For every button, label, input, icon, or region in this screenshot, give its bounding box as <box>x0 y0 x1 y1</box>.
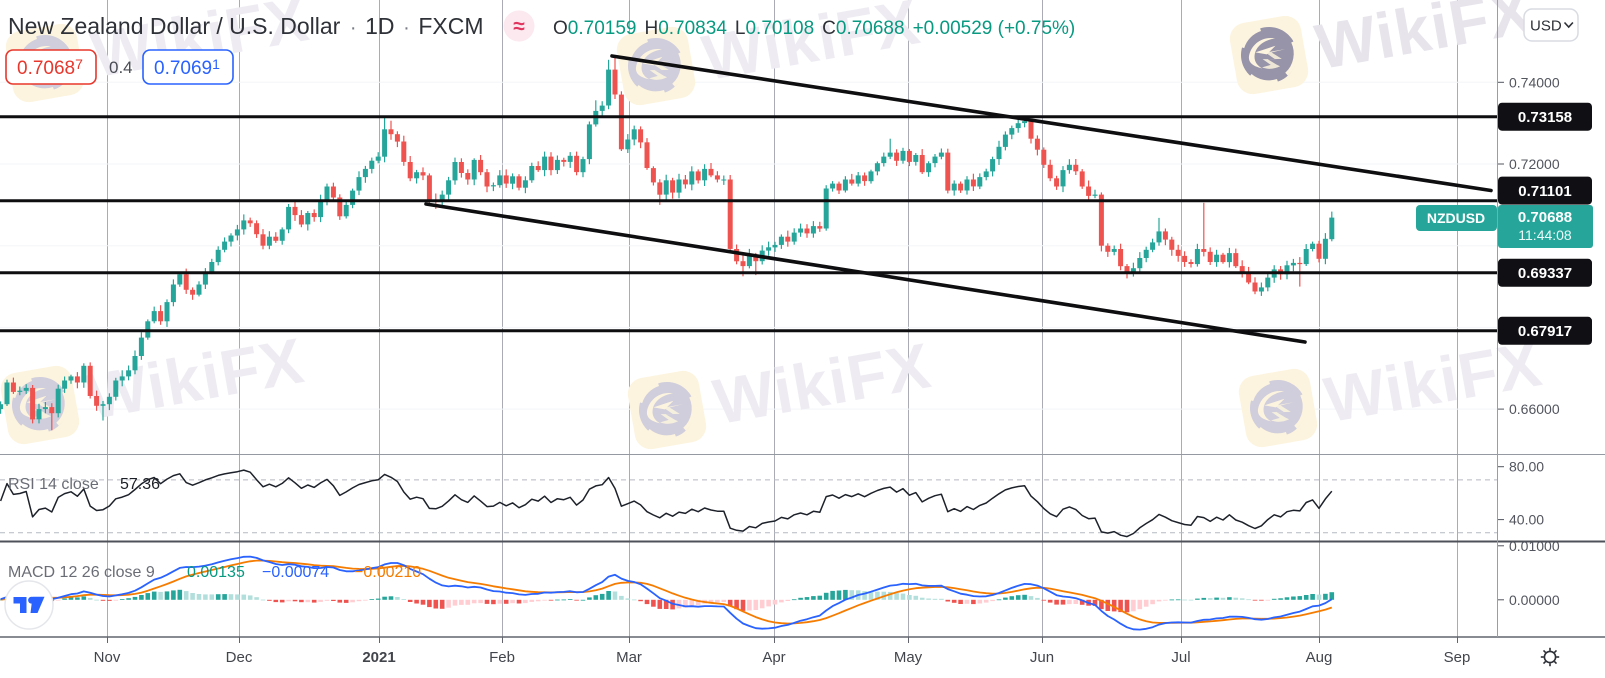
svg-text:May: May <box>894 649 923 666</box>
svg-text:0.00135: 0.00135 <box>187 564 245 581</box>
svg-text:0.72000: 0.72000 <box>1509 156 1560 172</box>
svg-text:−0.00074: −0.00074 <box>262 564 329 581</box>
svg-text:0.69337: 0.69337 <box>1518 265 1572 282</box>
svg-text:0.74000: 0.74000 <box>1509 74 1560 90</box>
svg-text:0.66000: 0.66000 <box>1509 401 1560 417</box>
svg-text:USD: USD <box>1530 18 1562 35</box>
svg-text:Sep: Sep <box>1444 649 1471 666</box>
svg-text:80.00: 80.00 <box>1509 459 1544 475</box>
svg-text:Nov: Nov <box>94 649 121 666</box>
svg-text:Aug: Aug <box>1306 649 1333 666</box>
svg-text:Dec: Dec <box>226 649 253 666</box>
svg-text:Feb: Feb <box>489 649 515 666</box>
svg-text:0.70688: 0.70688 <box>1518 209 1572 226</box>
svg-text:Apr: Apr <box>762 649 785 666</box>
svg-text:0.70687: 0.70687 <box>17 56 83 79</box>
svg-text:Jul: Jul <box>1171 649 1190 666</box>
svg-text:WikiFX: WikiFX <box>697 0 925 94</box>
svg-text:Mar: Mar <box>616 649 642 666</box>
svg-text:MACD 12 26 close 9: MACD 12 26 close 9 <box>8 564 155 581</box>
svg-text:11:44:08: 11:44:08 <box>1518 227 1572 243</box>
svg-text:0.70691: 0.70691 <box>154 56 220 79</box>
svg-text:0.4: 0.4 <box>109 58 133 77</box>
svg-text:Jun: Jun <box>1030 649 1054 666</box>
svg-text:0.67917: 0.67917 <box>1518 323 1572 340</box>
svg-text:0.71101: 0.71101 <box>1518 183 1571 200</box>
svg-text:≈: ≈ <box>513 15 525 38</box>
svg-text:40.00: 40.00 <box>1509 512 1544 528</box>
svg-text:New Zealand Dollar / U.S. Doll: New Zealand Dollar / U.S. Dollar · 1D · … <box>8 13 483 39</box>
svg-text:NZDUSD: NZDUSD <box>1427 210 1485 226</box>
svg-text:−0.00210: −0.00210 <box>354 564 421 581</box>
svg-text:0.01000: 0.01000 <box>1509 538 1560 554</box>
svg-text:2021: 2021 <box>362 649 395 666</box>
svg-text:RSI 14 close: RSI 14 close <box>8 476 99 493</box>
svg-text:WikiFX: WikiFX <box>1310 0 1538 83</box>
svg-text:57.36: 57.36 <box>120 476 160 493</box>
svg-text:0.00000: 0.00000 <box>1509 592 1560 608</box>
svg-text:0.73158: 0.73158 <box>1518 109 1572 126</box>
svg-text:WikiFX: WikiFX <box>708 329 936 438</box>
